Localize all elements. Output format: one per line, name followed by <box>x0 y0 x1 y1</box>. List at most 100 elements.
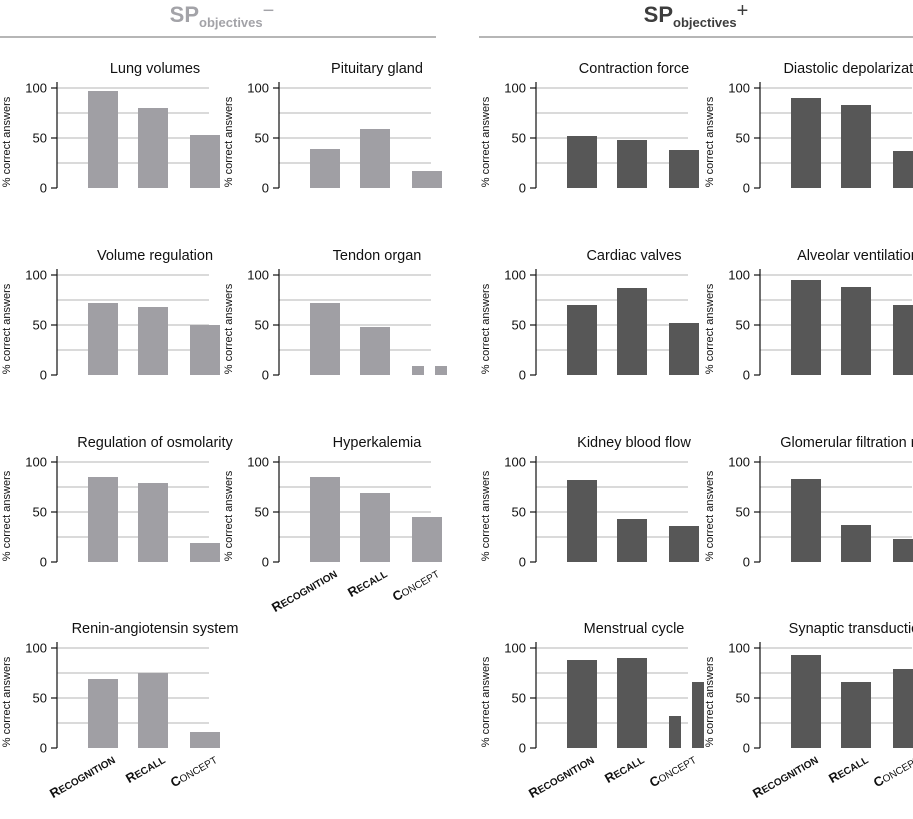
x-category-label: CONCEPT <box>168 752 220 791</box>
bar <box>692 682 704 748</box>
y-tick-label: 100 <box>504 455 526 470</box>
panel-menstrual-cycle: 0 50 100 % correct answers Menstrual cycle <box>480 621 704 756</box>
y-tick-label: 0 <box>519 368 526 383</box>
bar <box>190 732 220 748</box>
bar <box>138 108 168 188</box>
y-tick-label: 0 <box>743 181 750 196</box>
y-tick-label: 0 <box>743 368 750 383</box>
y-tick-label: 50 <box>736 318 750 333</box>
x-category-rest: ONCEPT <box>400 569 442 599</box>
y-tick-label: 50 <box>736 505 750 520</box>
panel-regulation-of-osmolarity: 0 50 100 % correct answers Regulation of osm… <box>1 435 234 570</box>
y-tick-label: 50 <box>736 691 750 706</box>
y-tick-label: 100 <box>25 455 47 470</box>
y-tick-label: 50 <box>33 318 47 333</box>
y-tick-label: 100 <box>247 268 269 283</box>
bar <box>412 171 442 188</box>
x-category-rest: ECALL <box>133 755 167 781</box>
panel-title: Cardiac valves <box>586 248 681 264</box>
panel-diastolic-depolarization: 0 50 100 % correct answers Diastolic depolar… <box>704 61 913 196</box>
x-category-label: CONCEPT <box>390 566 442 605</box>
header-right-label: SPobjectives+ <box>644 0 749 30</box>
y-axis-label: % correct answers <box>704 283 716 374</box>
y-tick-label: 0 <box>40 555 47 570</box>
x-category-rest: ECALL <box>355 569 389 595</box>
bar <box>412 517 442 562</box>
panel-cardiac-valves: 0 50 100 % correct answers Cardiac valves <box>480 248 699 383</box>
y-axis-label: % correct answers <box>223 96 235 187</box>
y-axis-label: % correct answers <box>480 470 492 561</box>
panel-title: Alveolar ventilation <box>797 248 913 264</box>
x-category-rest: ECALL <box>836 755 870 781</box>
y-tick-label: 100 <box>728 455 750 470</box>
y-tick-label: 50 <box>512 318 526 333</box>
x-category-label: RECOGNITION <box>750 752 820 801</box>
bar <box>310 303 340 375</box>
panel-title: Tendon organ <box>333 248 422 264</box>
panel-title: Regulation of osmolarity <box>77 435 233 451</box>
header-left-sub: objectives <box>199 15 263 30</box>
y-axis-label: % correct answers <box>223 470 235 561</box>
bar <box>360 129 390 188</box>
y-tick-label: 0 <box>40 181 47 196</box>
bar <box>310 477 340 562</box>
x-category-label: RECALL <box>602 752 647 786</box>
y-tick-label: 50 <box>512 505 526 520</box>
bar <box>88 303 118 375</box>
y-axis-label: % correct answers <box>1 283 13 374</box>
x-category-rest: ONCEPT <box>881 755 913 785</box>
header-right: SPobjectives+ <box>479 0 913 38</box>
y-tick-label: 50 <box>33 691 47 706</box>
y-tick-label: 0 <box>262 555 269 570</box>
bar <box>190 543 220 562</box>
panel-title: Kidney blood flow <box>577 435 691 451</box>
y-axis-label: % correct answers <box>704 96 716 187</box>
panel-pituitary-gland: 0 50 100 % correct answers Pituitary gland <box>223 61 442 196</box>
panel-title: Glomerular filtration rate <box>780 435 913 451</box>
bar <box>190 135 220 188</box>
bar <box>791 479 821 562</box>
y-tick-label: 100 <box>504 81 526 96</box>
y-axis-label: % correct answers <box>1 470 13 561</box>
y-tick-label: 50 <box>33 131 47 146</box>
panel-title: Synaptic transduction <box>789 621 913 637</box>
panel-lung-volumes: 0 50 100 % correct answers Lung volumes <box>1 61 220 196</box>
bar <box>791 655 821 748</box>
x-category-label: RECALL <box>826 752 871 786</box>
bar <box>791 98 821 188</box>
bar <box>88 91 118 188</box>
panel-contraction-force: 0 50 100 % correct answers Contraction force <box>480 61 699 196</box>
bar <box>893 539 913 562</box>
bar <box>617 140 647 188</box>
bar <box>567 480 597 562</box>
header-right-sign: + <box>737 0 749 22</box>
bar <box>88 477 118 562</box>
panel-volume-regulation: 0 50 100 % correct answers Volume regulation <box>1 248 220 383</box>
y-axis-label: % correct answers <box>1 96 13 187</box>
bar <box>841 525 871 562</box>
y-tick-label: 100 <box>25 81 47 96</box>
bar <box>617 288 647 375</box>
x-category-label: CONCEPT <box>871 752 913 791</box>
y-axis-label: % correct answers <box>480 283 492 374</box>
bar <box>841 105 871 188</box>
panel-kidney-blood-flow: 0 50 100 % correct answers Kidney blood flow <box>480 435 699 570</box>
bar <box>412 366 424 375</box>
y-tick-label: 100 <box>504 268 526 283</box>
y-tick-label: 50 <box>33 505 47 520</box>
bar <box>893 151 913 188</box>
bar <box>138 483 168 562</box>
y-tick-label: 0 <box>262 181 269 196</box>
bar <box>791 280 821 375</box>
bar <box>435 366 447 375</box>
bar <box>669 716 681 748</box>
y-tick-label: 100 <box>504 641 526 656</box>
panel-title: Renin-angiotensin system <box>72 621 239 637</box>
x-category-label: CONCEPT <box>647 752 699 791</box>
bar <box>669 323 699 375</box>
x-category-label: RECALL <box>123 752 168 786</box>
x-category-label: RECOGNITION <box>526 752 596 801</box>
y-tick-label: 100 <box>247 455 269 470</box>
